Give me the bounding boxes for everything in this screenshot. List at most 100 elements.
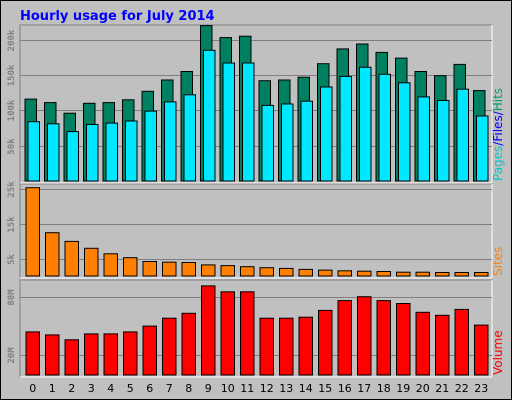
bar-volume-22 <box>454 308 469 376</box>
legend-entry: Hits <box>491 88 505 111</box>
legend-entry: Sites <box>491 247 505 276</box>
x-tick-label: 9 <box>205 382 212 395</box>
bar-files-16 <box>339 75 352 182</box>
x-tick-label: 4 <box>107 382 114 395</box>
bar-files-22 <box>456 88 469 182</box>
bar-volume-3 <box>84 333 99 376</box>
bar-sites-6 <box>142 261 157 277</box>
bar-sites-18 <box>376 271 391 277</box>
legend-entry: / <box>491 141 505 146</box>
x-tick-label: 5 <box>127 382 134 395</box>
bar-volume-13 <box>279 317 294 376</box>
bar-sites-23 <box>474 272 489 277</box>
x-tick-label: 12 <box>260 382 274 395</box>
x-tick-label: 3 <box>88 382 95 395</box>
bar-files-10 <box>222 62 235 182</box>
y-tick-label: 150k <box>7 64 17 86</box>
panel-sites: 5k 15k 25k Sites <box>7 181 505 279</box>
bar-files-13 <box>281 103 294 182</box>
bar-sites-12 <box>259 267 274 277</box>
bar-volume-4 <box>103 333 118 376</box>
y-tick-label: 200k <box>7 29 17 51</box>
bar-sites-4 <box>103 253 118 277</box>
bar-sites-15 <box>318 269 333 277</box>
bar-volume-12 <box>259 317 274 376</box>
legend-entry: Files <box>491 115 505 141</box>
y-tick-label: 80M <box>7 289 17 306</box>
panel-volume: 20M 80M Volume <box>7 279 505 378</box>
bar-sites-3 <box>84 247 99 277</box>
bar-volume-0 <box>25 331 40 376</box>
x-tick-label: 1 <box>49 382 56 395</box>
bar-files-15 <box>320 86 333 182</box>
x-axis-hour-labels: 0 1 2 3 4 5 6 7 8 9 10 11 12 13 14 15 16 17 18 19 20 21 22 23 <box>29 382 488 395</box>
bar-files-9 <box>203 49 216 182</box>
x-tick-label: 23 <box>474 382 488 395</box>
bar-sites-16 <box>337 270 352 277</box>
bar-volume-10 <box>220 291 235 376</box>
x-tick-label: 2 <box>68 382 75 395</box>
bar-sites-0 <box>25 187 40 277</box>
x-tick-label: 14 <box>299 382 313 395</box>
bar-volume-8 <box>181 312 196 376</box>
bar-files-14 <box>300 100 313 182</box>
x-tick-label: 10 <box>221 382 235 395</box>
bar-files-3 <box>86 124 99 182</box>
bar-volume-6 <box>142 325 157 376</box>
bar-files-12 <box>261 104 274 182</box>
y-tick-label: 100k <box>7 99 17 121</box>
bar-volume-20 <box>415 311 430 376</box>
x-tick-label: 6 <box>146 382 153 395</box>
bar-volume-5 <box>123 331 138 376</box>
bar-volume-17 <box>357 296 372 376</box>
bar-files-23 <box>476 115 489 182</box>
panel-frame <box>19 24 493 184</box>
bar-files-6 <box>144 110 157 182</box>
panel-frame <box>19 183 493 279</box>
bar-volume-23 <box>474 324 489 376</box>
bar-sites-20 <box>415 271 430 277</box>
bar-sites-13 <box>279 267 294 277</box>
bar-files-19 <box>398 82 411 182</box>
bar-sites-22 <box>454 272 469 277</box>
bar-volume-15 <box>318 309 333 376</box>
legend-volume: Volume <box>491 330 505 375</box>
bar-volume-7 <box>162 317 177 376</box>
bar-files-2 <box>66 131 79 182</box>
bar-files-21 <box>437 100 450 182</box>
x-tick-label: 7 <box>166 382 173 395</box>
bar-sites-21 <box>435 272 450 277</box>
x-tick-label: 16 <box>338 382 352 395</box>
bar-volume-16 <box>337 300 352 376</box>
x-tick-label: 22 <box>455 382 469 395</box>
bar-files-0 <box>27 121 40 182</box>
bar-files-1 <box>47 123 60 182</box>
bar-sites-5 <box>123 257 138 277</box>
x-tick-label: 17 <box>357 382 371 395</box>
bar-sites-14 <box>298 268 313 277</box>
x-tick-label: 13 <box>279 382 293 395</box>
chart-title: Hourly usage for July 2014 <box>20 9 215 24</box>
x-tick-label: 21 <box>435 382 449 395</box>
x-tick-label: 8 <box>185 382 192 395</box>
bar-files-11 <box>242 62 255 182</box>
bar-volume-2 <box>64 339 79 376</box>
legend-sites: Sites <box>491 247 505 276</box>
bar-sites-17 <box>357 270 372 277</box>
legend-entry: Pages <box>491 146 505 181</box>
bar-sites-9 <box>201 264 216 277</box>
bar-sites-11 <box>240 266 255 277</box>
y-tick-label: 25k <box>7 181 17 198</box>
bar-sites-2 <box>64 240 79 277</box>
bar-files-17 <box>359 66 372 182</box>
x-tick-label: 18 <box>377 382 391 395</box>
x-tick-label: 20 <box>416 382 430 395</box>
legend-entry: Volume <box>491 330 505 375</box>
x-tick-label: 0 <box>29 382 36 395</box>
bar-files-7 <box>164 101 177 182</box>
x-tick-label: 15 <box>318 382 332 395</box>
bar-sites-7 <box>162 261 177 277</box>
